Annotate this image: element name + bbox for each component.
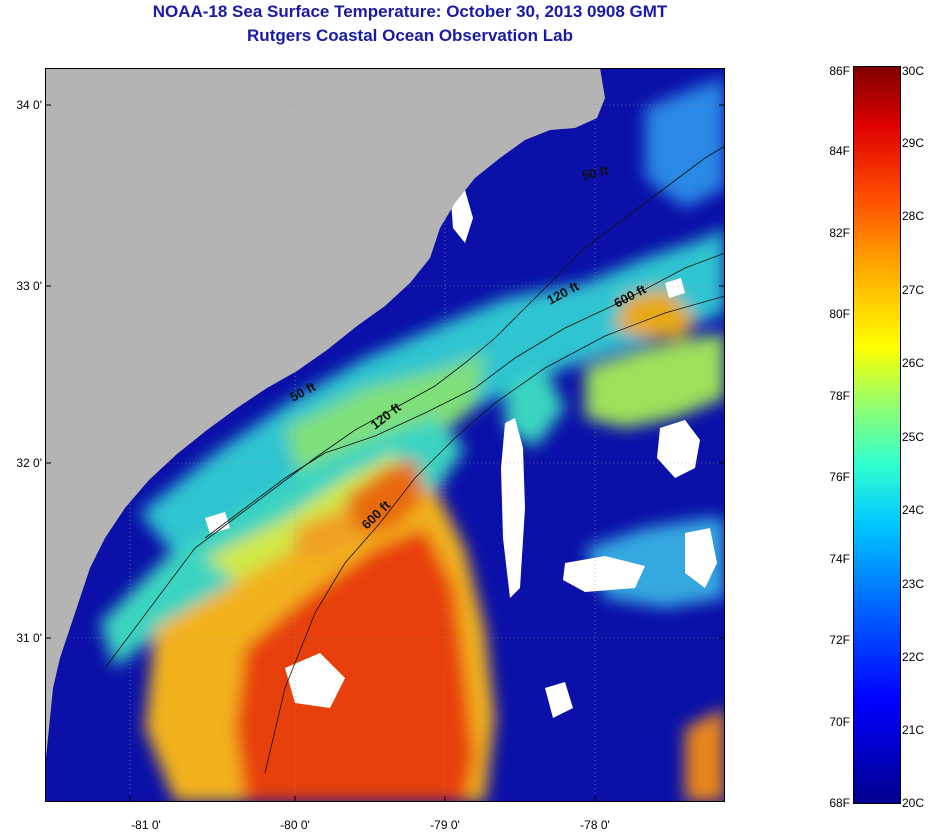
colorbar-c-label: 30C [902,64,925,78]
colorbar [853,66,901,804]
colorbar-f-label: 70F [829,715,850,729]
colorbar-f-label: 72F [829,633,850,647]
map-frame [45,68,725,802]
lat-label: 34 0' [16,98,42,112]
colorbar-c-label: 29C [902,136,925,150]
colorbar-f-label: 76F [829,470,850,484]
axis-ticks [45,104,725,802]
lat-label: 33 0' [16,279,42,293]
colorbar-c-label: 25C [902,430,925,444]
colorbar-f-label: 74F [829,552,850,566]
lat-label: 31 0' [16,631,42,645]
lon-label: -78 0' [580,818,610,832]
sst-map: 50 ft 50 ft 120 ft 120 ft 600 ft 600 ft [45,68,725,802]
colorbar-c-label: 28C [902,209,925,223]
colorbar-f-label: 86F [829,64,850,78]
isobaths [104,145,725,774]
land [45,68,605,768]
colorbar-c-label: 21C [902,723,925,737]
colorbar-f-label: 68F [829,796,850,810]
colorbar-c-label: 20C [902,796,925,810]
colorbar-f-label: 78F [829,389,850,403]
chart-subtitle: Rutgers Coastal Ocean Observation Lab [247,26,573,45]
colorbar-f-label: 84F [829,144,850,158]
colorbar-c-label: 26C [902,356,925,370]
temperature-field [100,78,725,802]
lon-label: -80 0' [280,818,310,832]
chart-title: NOAA-18 Sea Surface Temperature: October… [152,2,668,21]
lon-label: -81 0' [131,818,161,832]
colorbar-f-label: 82F [829,226,850,240]
contour-label: 50 ft [581,163,611,183]
map-grid [45,68,725,802]
colorbar-c-label: 24C [902,503,925,517]
lon-label: -79 0' [430,818,460,832]
colorbar-f-label: 80F [829,307,850,321]
colorbar-c-label: 27C [902,283,925,297]
colorbar-c-label: 22C [902,650,925,664]
lat-label: 32 0' [16,456,42,470]
colorbar-c-label: 23C [902,577,925,591]
